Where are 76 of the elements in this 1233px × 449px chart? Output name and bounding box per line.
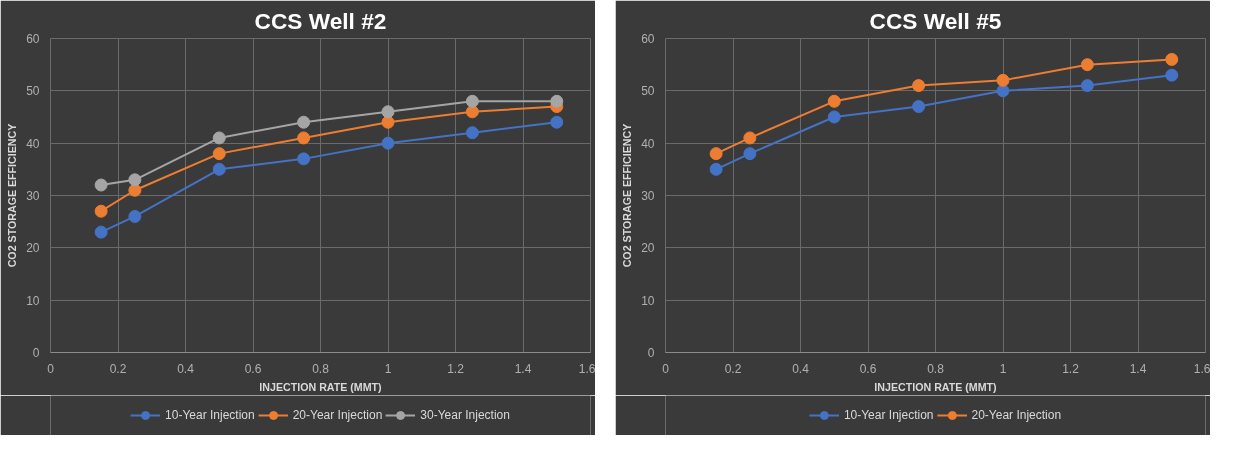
x-tick-label: 1 — [384, 361, 392, 376]
point — [1165, 68, 1179, 82]
point — [381, 105, 395, 119]
point — [465, 126, 479, 140]
point — [94, 204, 108, 218]
x-tick-label: 0.4 — [177, 361, 195, 376]
point — [1165, 52, 1179, 66]
point — [381, 115, 395, 129]
chart-title: CCS Well #2 — [254, 7, 387, 34]
x-tick-label: 1.2 — [447, 361, 465, 376]
x-tick-label: 0 — [47, 361, 55, 376]
x-axis-title: INJECTION RATE (MMT) — [874, 380, 998, 393]
x-tick-label: 1.2 — [1062, 361, 1080, 376]
y-tick-label: 0 — [32, 346, 40, 360]
point — [212, 147, 226, 161]
point — [128, 173, 142, 187]
point — [94, 225, 108, 239]
point — [827, 110, 841, 124]
point — [381, 136, 395, 150]
point — [1080, 58, 1094, 72]
point — [1080, 79, 1094, 93]
x-tick-label: 0.6 — [244, 361, 262, 376]
y-axis-title: CO2 STORAGE EFFICIENCY — [621, 123, 634, 268]
x-tick-label: 0 — [662, 361, 670, 376]
y-axis-title: CO2 STORAGE EFFICIENCY — [6, 123, 19, 268]
point — [128, 183, 142, 197]
x-axis-title: INJECTION RATE (MMT) — [259, 380, 383, 393]
y-tick-label: 40 — [641, 136, 655, 151]
y-tick-label: 40 — [26, 136, 40, 151]
point — [465, 94, 479, 108]
x-tick-label: 0.8 — [312, 361, 330, 376]
point — [212, 162, 226, 176]
point — [743, 131, 757, 145]
x-tick-label: 0.6 — [859, 361, 877, 376]
point — [297, 152, 311, 166]
y-tick-label: 10 — [641, 293, 655, 308]
x-tick-label: 1.4 — [514, 361, 532, 376]
y-tick-label: 60 — [26, 32, 40, 46]
legend-label: 20-Year Injection — [292, 408, 383, 422]
x-tick-label: 1.6 — [1193, 361, 1211, 376]
y-tick-label: 50 — [26, 84, 40, 99]
point — [996, 73, 1010, 87]
point — [212, 131, 226, 145]
legend-label: 10-Year Injection — [843, 408, 934, 422]
point — [128, 209, 142, 223]
y-tick-label: 20 — [26, 241, 40, 256]
point — [743, 147, 757, 161]
x-tick-label: 1.4 — [1129, 361, 1147, 376]
point — [709, 147, 723, 161]
chart-title: CCS Well #5 — [869, 7, 1002, 34]
point — [912, 79, 926, 93]
point — [827, 94, 841, 108]
x-tick-label: 0.8 — [927, 361, 945, 376]
legend-label: 10-Year Injection — [165, 408, 255, 422]
point — [94, 178, 108, 192]
x-tick-label: 1.6 — [578, 361, 596, 376]
point — [709, 162, 723, 176]
point — [912, 100, 926, 114]
y-tick-label: 60 — [641, 32, 655, 46]
y-tick-label: 30 — [641, 189, 655, 203]
legend-label: 30-Year Injection — [420, 408, 510, 422]
x-tick-label: 1 — [999, 361, 1007, 376]
point — [297, 131, 311, 145]
y-tick-label: 10 — [26, 293, 40, 308]
x-tick-label: 0.2 — [724, 361, 742, 376]
y-tick-label: 50 — [641, 84, 655, 99]
y-tick-label: 30 — [26, 189, 40, 203]
point — [550, 94, 564, 108]
legend-label: 20-Year Injection — [971, 408, 1062, 422]
x-tick-label: 0.4 — [792, 361, 810, 376]
y-tick-label: 0 — [647, 346, 655, 360]
y-tick-label: 20 — [641, 241, 655, 256]
point — [297, 115, 311, 129]
point — [550, 115, 564, 129]
x-tick-label: 0.2 — [109, 361, 127, 376]
point — [465, 105, 479, 119]
